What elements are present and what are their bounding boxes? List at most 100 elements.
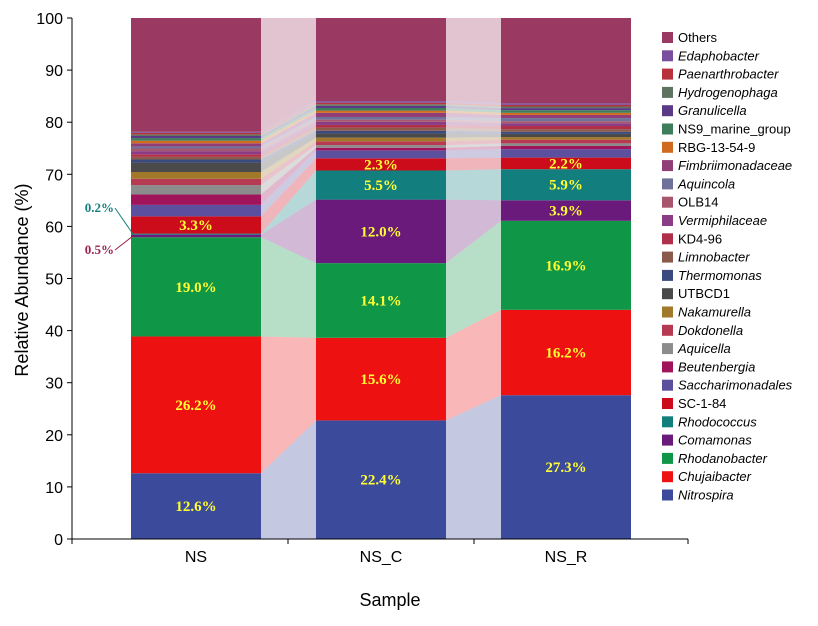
bar-fimbriimonadaceae-ns-c	[316, 112, 446, 118]
legend-swatch-beutenbergia	[662, 361, 673, 373]
y-tick-label: 100	[36, 11, 63, 28]
band-nakamurella-0	[261, 137, 316, 179]
bar-vermiphilaceae-ns	[131, 151, 261, 155]
legend-swatch-ns9-marine-group	[662, 123, 673, 135]
band-rbg-13-54-9-0	[261, 110, 316, 144]
bar-paenarthrobacter-ns-c	[316, 102, 446, 105]
bar-kd4-96-ns-r	[501, 125, 631, 130]
data-labels: 12.6% 22.4% 27.3% 26.2% 15.6% 16.2% 19.0% 14.1%…	[175, 156, 586, 515]
legend-label-rhodococcus: Rhodococcus	[678, 414, 757, 429]
band-aquicella-0	[261, 145, 316, 195]
band-others-0	[261, 18, 316, 132]
bar-rhodococcus-ns	[131, 233, 261, 235]
legend-label-beutenbergia: Beutenbergia	[678, 359, 755, 374]
bars	[131, 18, 631, 539]
data-label-comamonas-ns-c: 12.0%	[360, 224, 401, 240]
band-fimbriimonadaceae-0	[261, 112, 316, 147]
bar-olb14-ns-c	[316, 119, 446, 122]
band-kd4-96-1	[446, 124, 501, 130]
legend-swatch-aquincola	[662, 178, 673, 190]
band-sc-1-84-0	[261, 158, 316, 234]
legend-swatch-sc-1-84	[662, 398, 673, 409]
legend-swatch-comamonas	[662, 434, 673, 446]
band-beutenbergia-0	[261, 147, 316, 205]
bar-chujaibacter-ns-r	[501, 309, 631, 396]
band-granulicella-1	[446, 105, 501, 111]
bar-paenarthrobacter-ns-r	[501, 104, 631, 107]
legend-label-edaphobacter: Edaphobacter	[678, 48, 760, 63]
bar-olb14-ns-r	[501, 121, 631, 124]
bar-aquicella-ns-c	[316, 145, 446, 148]
bar-dokdonella-ns	[131, 178, 261, 186]
bar-others-ns-r	[501, 18, 631, 104]
callout-line-rhodococcus	[114, 207, 134, 235]
legend-label-fimbriimonadaceae: Fimbriimonadaceae	[678, 158, 792, 173]
data-label-sc-1-84-ns: 3.3%	[179, 218, 213, 234]
bar-chujaibacter-ns-c	[316, 337, 446, 421]
band-limnobacter-1	[446, 127, 501, 132]
bar-aquincola-ns-c	[316, 117, 446, 120]
y-tick-label: 10	[45, 480, 63, 497]
legend-label-olb14: OLB14	[678, 195, 718, 210]
bar-limnobacter-ns	[131, 156, 261, 160]
legend-swatch-kd4-96	[662, 233, 673, 245]
band-ns9-marine-group-1	[446, 108, 501, 113]
bar-ns9-marine-group-ns	[131, 138, 261, 141]
legend-label-hydrogenophaga: Hydrogenophaga	[678, 85, 778, 100]
band-aquicella-1	[446, 143, 501, 148]
band-beutenbergia-1	[446, 146, 501, 151]
legend-swatch-limnobacter	[662, 251, 673, 263]
bar-nitrospira-ns	[131, 473, 261, 539]
band-comamonas-1	[446, 199, 501, 264]
y-tick-label: 80	[45, 115, 63, 132]
band-comamonas-0	[261, 199, 316, 264]
band-rhodanobacter-0	[261, 237, 316, 338]
data-label-chujaibacter-ns: 26.2%	[175, 398, 216, 414]
callout-line-comamonas	[114, 235, 134, 251]
band-vermiphilaceae-1	[446, 121, 501, 126]
y-tick-label: 0	[54, 532, 63, 549]
x-axis-title: Sample	[359, 590, 420, 610]
bar-granulicella-ns	[131, 135, 261, 139]
bar-rbg-13-54-9-ns	[131, 140, 261, 144]
band-aquincola-1	[446, 117, 501, 122]
x-tick-label: NS_C	[360, 549, 403, 566]
bar-dokdonella-ns-r	[501, 139, 631, 144]
bar-ns9-marine-group-ns-r	[501, 110, 631, 113]
bar-nitrospira-ns-r	[501, 395, 631, 539]
band-others-1	[446, 18, 501, 104]
legend-label-sc-1-84: SC-1-84	[678, 396, 726, 411]
band-paenarthrobacter-1	[446, 102, 501, 107]
band-utbcd1-1	[446, 133, 501, 138]
bar-aquicella-ns-r	[501, 143, 631, 147]
bar-rhodococcus-ns-r	[501, 169, 631, 201]
band-granulicella-0	[261, 105, 316, 139]
legend-label-kd4-96: KD4-96	[678, 231, 722, 246]
y-axis-title: Relative Abundance (%)	[12, 183, 32, 376]
band-dokdonella-1	[446, 139, 501, 146]
legend-swatch-nakamurella	[662, 306, 673, 318]
data-label-nitrospira-ns-r: 27.3%	[545, 460, 586, 476]
band-saccharimonadales-0	[261, 150, 316, 217]
bar-aquincola-ns-r	[501, 118, 631, 122]
bar-vermiphilaceae-ns-r	[501, 123, 631, 126]
legend-label-ns9-marine-group: NS9_marine_group	[678, 122, 791, 137]
bar-saccharimonadales-ns	[131, 204, 261, 217]
bar-sc-1-84-ns-r	[501, 157, 631, 170]
bar-thermomonas-ns-r	[501, 131, 631, 134]
callout-label-comamonas: 0.5%	[85, 242, 114, 257]
data-label-comamonas-ns-r: 3.9%	[549, 204, 583, 220]
bar-rbg-13-54-9-ns-c	[316, 110, 446, 113]
bar-sc-1-84-ns	[131, 216, 261, 234]
data-label-chujaibacter-ns-r: 16.2%	[545, 346, 586, 362]
data-label-sc-1-84-ns-r: 2.2%	[549, 156, 583, 172]
legend-swatch-edaphobacter	[662, 50, 673, 62]
data-label-rhodococcus-ns-r: 5.9%	[549, 178, 583, 194]
band-olb14-1	[446, 119, 501, 124]
bar-granulicella-ns-c	[316, 105, 446, 109]
bar-rhodanobacter-ns	[131, 237, 261, 337]
bar-saccharimonadales-ns-r	[501, 149, 631, 158]
legend-swatch-rbg-13-54-9	[662, 141, 673, 153]
legend-label-paenarthrobacter: Paenarthrobacter	[678, 67, 779, 82]
